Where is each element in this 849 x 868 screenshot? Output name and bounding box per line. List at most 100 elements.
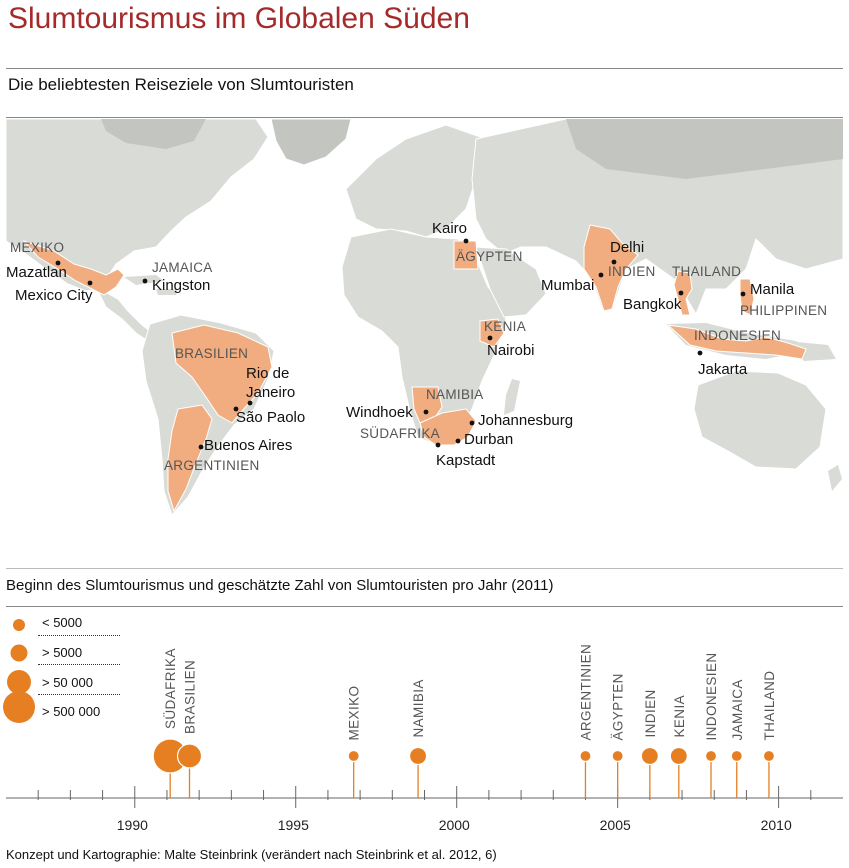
mexiko-highlight — [22, 239, 125, 296]
legend-bubble-2 — [10, 644, 28, 662]
entry-bubble-2 — [176, 743, 203, 769]
legend-bubble-3 — [7, 670, 31, 694]
city-label-manila: Manila — [750, 281, 795, 298]
entry-label-2: BRASILIEN — [182, 660, 197, 734]
argentinien-highlight — [167, 404, 213, 513]
city-markers — [55, 238, 746, 450]
credits-footer: Konzept und Kartographie: Malte Steinbri… — [6, 847, 497, 862]
country-label-aegypten: ÄGYPTEN — [456, 249, 523, 264]
world-map: MEXIKO JAMAICA BRASILIEN ARGENTINIEN ÄGY… — [6, 119, 843, 521]
legend-label-1: < 5000 — [42, 615, 83, 630]
entry-bubble-11 — [762, 749, 776, 763]
siberia-shade — [566, 119, 843, 179]
city-label-kairo: Kairo — [432, 220, 468, 237]
entry-bubble-3 — [347, 749, 360, 763]
country-label-suedafrika: SÜDAFRIKA — [360, 426, 440, 441]
kingston-dot — [142, 278, 148, 284]
kenia-highlight — [479, 318, 505, 348]
entry-label-9: INDONESIEN — [704, 652, 719, 740]
greenland — [270, 119, 352, 166]
philippinen-highlight — [739, 278, 755, 316]
city-label-delhi: Delhi — [610, 239, 645, 256]
suedafrika-highlight — [419, 408, 477, 446]
japan — [772, 211, 796, 251]
north-america-landmass — [6, 119, 269, 292]
map-subtitle: Die beliebtesten Reiseziele von Slumtour… — [8, 75, 354, 94]
entry-label-7: INDIEN — [643, 689, 658, 737]
johannesburg-dot — [469, 420, 475, 426]
kairo-dot — [463, 238, 469, 244]
mexico-city-dot — [87, 280, 93, 286]
mazatlan-dot — [55, 260, 61, 266]
indonesien-highlight — [666, 324, 807, 360]
map-bottom-divider — [6, 568, 843, 569]
legend-divider-3 — [38, 694, 120, 695]
country-label-namibia: NAMIBIA — [426, 387, 484, 402]
country-label-kenia: KENIA — [484, 319, 527, 334]
entry-label-11: THAILAND — [762, 671, 777, 741]
arabia — [475, 246, 547, 318]
subtitle-divider — [6, 117, 843, 118]
entry-label-6: ÄGYPTEN — [611, 673, 626, 740]
city-label-nairobi: Nairobi — [487, 342, 535, 359]
windhoek-dot — [423, 409, 429, 415]
legend-label-2: > 5000 — [42, 645, 83, 660]
legend-label-3: > 50 000 — [42, 675, 93, 690]
country-label-indonesien: INDONESIEN — [694, 328, 782, 343]
timeline-heading-divider — [6, 606, 843, 607]
entry-bubble-6 — [611, 749, 624, 763]
city-label-jakarta: Jakarta — [698, 361, 748, 378]
city-label-rio-line2: Janeiro — [246, 384, 296, 401]
city-label-sao-paolo: São Paolo — [236, 409, 306, 426]
legend-divider-2 — [38, 664, 120, 665]
year-label-2000: 2000 — [438, 817, 470, 833]
city-label-kapstadt: Kapstadt — [436, 452, 496, 469]
legend-divider-1 — [38, 635, 120, 636]
entry-label-10: JAMAICA — [730, 679, 745, 740]
timeline-chart: SÜDAFRIKA BRASILIEN MEXIKO NAMIBIA ARGENTINI… — [3, 619, 843, 808]
legend-bubble-1 — [13, 619, 25, 631]
kapstadt-dot — [435, 442, 441, 448]
city-label-johannesburg: Johannesburg — [478, 412, 574, 429]
madagascar — [504, 379, 520, 415]
city-label-mazatlan: Mazatlan — [6, 264, 67, 281]
mumbai-dot — [598, 272, 604, 278]
delhi-dot — [611, 259, 617, 265]
city-label-mexico-city: Mexico City — [15, 287, 93, 304]
australia-landmass — [693, 370, 827, 470]
entry-label-5: ARGENTINIEN — [578, 644, 593, 741]
manila-dot — [740, 291, 746, 297]
entry-bubble-10 — [730, 749, 743, 763]
bangkok-dot — [678, 290, 684, 296]
title-divider — [6, 68, 843, 69]
country-label-mexiko: MEXIKO — [10, 240, 65, 255]
entry-bubble-4 — [408, 746, 428, 766]
country-label-indien: INDIEN — [608, 264, 656, 279]
buenos-aires-dot — [198, 444, 204, 450]
country-label-jamaica: JAMAICA — [152, 260, 213, 275]
brasilien-highlight — [171, 324, 273, 424]
legend-bubble-4 — [3, 691, 35, 723]
durban-dot — [455, 438, 461, 444]
nairobi-dot — [487, 335, 493, 341]
year-label-2010: 2010 — [760, 817, 792, 833]
city-label-windhoek: Windhoek — [346, 404, 413, 421]
entry-label-4: NAMIBIA — [411, 679, 426, 737]
country-label-philippinen: PHILIPPINEN — [740, 303, 828, 318]
legend-label-4: > 500 000 — [42, 704, 101, 719]
city-label-kingston: Kingston — [152, 277, 211, 294]
year-label-2005: 2005 — [599, 817, 631, 833]
timeline-heading: Beginn des Slumtourismus und geschätzte … — [6, 577, 554, 594]
entry-bubble-8 — [669, 746, 688, 766]
europe-landmass — [345, 124, 487, 238]
rio-dot — [247, 400, 253, 406]
indien-highlight — [583, 224, 639, 312]
page-title: Slumtourismus im Globalen Süden — [8, 2, 470, 35]
entry-label-1: SÜDAFRIKA — [163, 648, 178, 729]
entry-label-8: KENIA — [672, 695, 687, 738]
aegypten-highlight — [453, 240, 479, 270]
entry-bubble-5 — [579, 749, 592, 763]
year-label-1990: 1990 — [116, 817, 148, 833]
city-label-mumbai: Mumbai — [541, 277, 595, 294]
country-label-argentinien: ARGENTINIEN — [164, 458, 260, 473]
